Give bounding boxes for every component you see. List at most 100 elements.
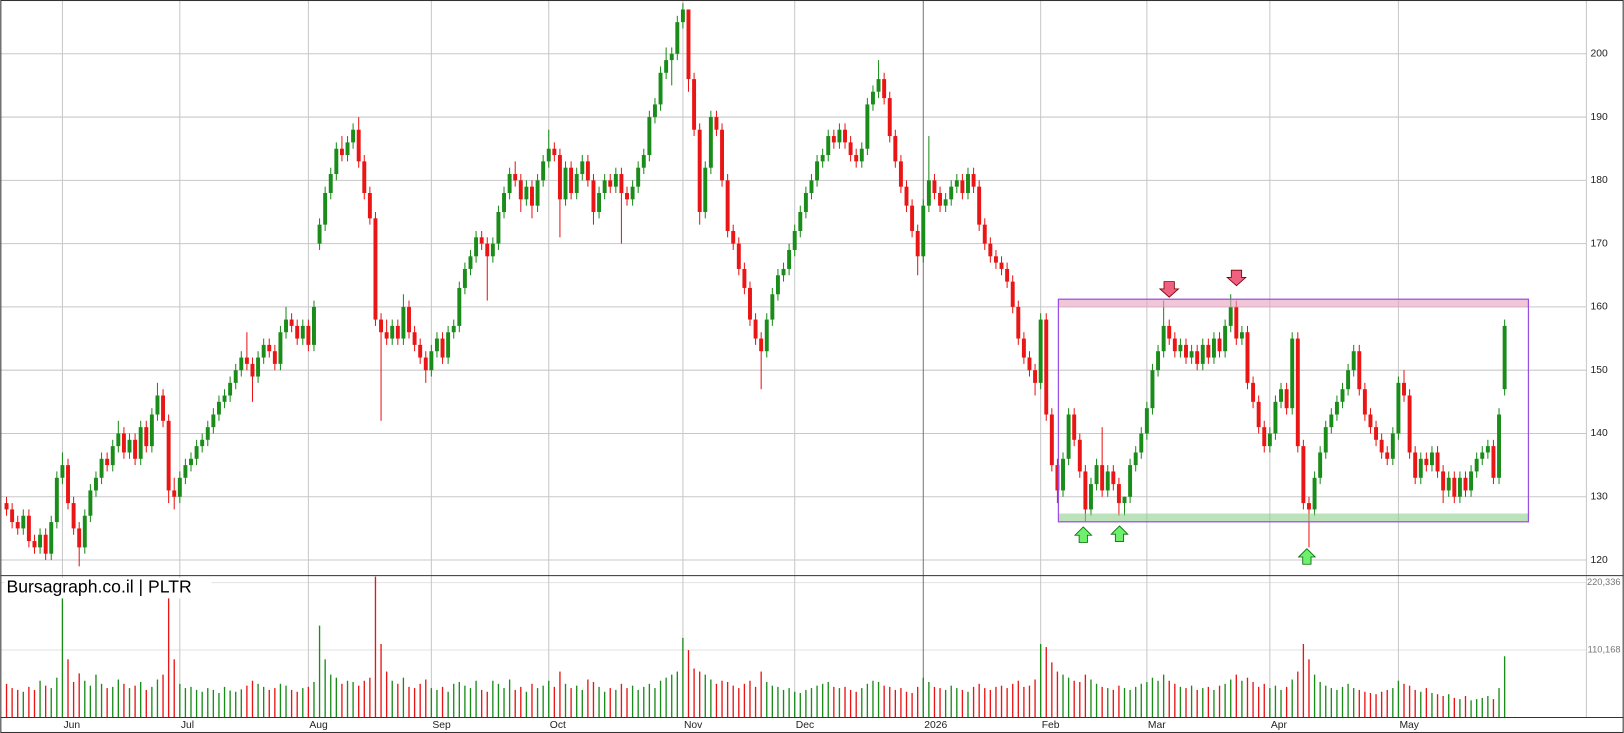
candle-body — [647, 117, 652, 156]
candle-body — [66, 465, 70, 504]
up-arrow — [1110, 525, 1129, 542]
candle-body — [1027, 357, 1032, 371]
candle-body — [4, 503, 9, 510]
candle-body — [1128, 465, 1133, 497]
x-tick-label: Dec — [796, 720, 814, 731]
candle-body — [216, 401, 221, 415]
candle-body — [339, 148, 344, 156]
x-tick-label: Oct — [550, 720, 566, 731]
candle-body — [748, 287, 752, 320]
candle-body — [194, 446, 199, 459]
candle-body — [898, 161, 903, 187]
candle-body — [10, 509, 15, 523]
candle-body — [1295, 338, 1300, 447]
candle-body — [1418, 458, 1423, 478]
y-tick-label: 160 — [1591, 302, 1609, 313]
up-arrow — [1297, 548, 1317, 565]
candle-body — [351, 129, 356, 143]
candle-body — [775, 275, 780, 295]
candle-body — [831, 136, 836, 143]
candle-body — [1279, 389, 1283, 402]
candle-body — [904, 186, 909, 206]
candle-body — [1452, 477, 1457, 497]
candle-body — [1005, 268, 1010, 282]
candle-body — [32, 541, 37, 548]
candle-body — [675, 22, 680, 54]
candle-body — [837, 129, 842, 143]
x-tick-label: Jul — [181, 720, 194, 731]
candle-body — [54, 477, 59, 523]
candle-body — [256, 357, 261, 377]
candle-body — [429, 351, 434, 371]
candle-body — [714, 117, 719, 130]
candle-body — [580, 161, 585, 175]
x-tick-label: Feb — [1042, 720, 1060, 731]
candle-body — [541, 161, 546, 181]
candle-body — [1474, 458, 1479, 472]
candle-body — [1184, 344, 1188, 358]
candle-body — [384, 332, 389, 339]
candle-body — [1446, 477, 1451, 491]
candle-body — [977, 186, 982, 225]
candle-body — [205, 427, 210, 440]
candle-body — [88, 490, 93, 516]
candle-body — [239, 357, 244, 371]
candle-body — [1491, 446, 1496, 478]
candle-body — [121, 433, 126, 453]
candle-body — [496, 211, 501, 244]
candle-body — [1312, 477, 1317, 510]
candle-body — [770, 294, 775, 320]
candle-body — [1172, 338, 1177, 352]
candle-body — [390, 325, 395, 339]
candle-body — [664, 60, 669, 73]
candle-body — [669, 53, 674, 61]
candle-body — [43, 534, 48, 554]
candle-body — [938, 193, 943, 206]
candle-body — [1144, 408, 1149, 434]
candle-body — [943, 199, 948, 206]
x-tick-label: Nov — [684, 720, 703, 731]
x-tick-label: Apr — [1271, 720, 1288, 731]
candle-body — [479, 237, 484, 244]
candle-body — [144, 427, 149, 447]
candle-body — [82, 515, 87, 548]
resistance-band — [1058, 299, 1529, 308]
candle-body — [1329, 414, 1334, 428]
candle-body — [1374, 427, 1379, 440]
candle-body — [306, 325, 311, 345]
candle-body — [602, 180, 607, 194]
candle-body — [820, 155, 825, 162]
candle-body — [474, 237, 479, 257]
candle-body — [172, 490, 177, 497]
candle-body — [1290, 338, 1295, 409]
candle-body — [966, 174, 970, 194]
candle-body — [1077, 439, 1082, 472]
y-tick-label: 190 — [1591, 112, 1609, 123]
candle-body — [211, 414, 216, 428]
candle-body — [1340, 389, 1345, 402]
candle-body — [71, 503, 76, 529]
candle-body — [530, 186, 534, 206]
candle-body — [1228, 306, 1233, 326]
candle-body — [1010, 281, 1015, 307]
candle-body — [1262, 427, 1267, 447]
candle-body — [982, 224, 987, 244]
down-arrow — [1158, 281, 1180, 298]
candle-body — [38, 534, 43, 548]
candle-body — [440, 338, 445, 358]
candle-body — [1044, 319, 1049, 415]
candle-body — [1323, 427, 1328, 453]
candle-body — [1133, 452, 1138, 466]
candle-body — [1150, 370, 1155, 409]
candle-body — [524, 186, 529, 200]
candle-body — [485, 243, 490, 257]
candle-body — [272, 351, 277, 364]
candle-body — [278, 332, 283, 364]
candle-body — [1234, 306, 1239, 339]
candle-body — [418, 344, 423, 358]
candle-body — [518, 180, 523, 200]
candle-body — [507, 174, 512, 194]
candle-body — [1435, 452, 1440, 472]
